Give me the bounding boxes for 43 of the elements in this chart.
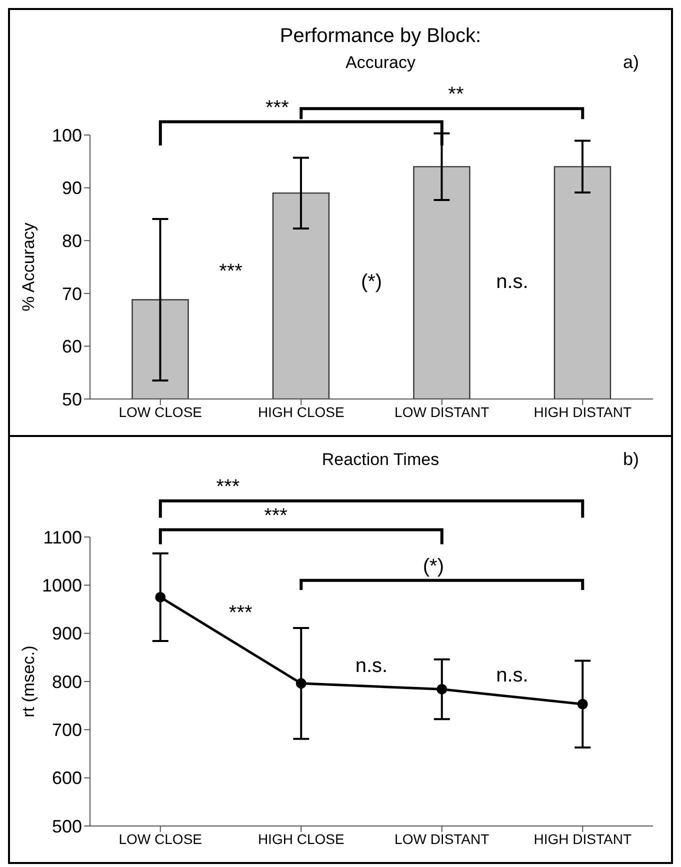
- annotation: n.s.: [496, 664, 528, 686]
- annotation: n.s.: [496, 271, 528, 294]
- text: ***: [264, 504, 288, 527]
- point: [577, 698, 588, 710]
- text: b): [622, 449, 640, 469]
- x-tick-label: LOW DISTANT: [394, 404, 490, 420]
- y-axis-title: rt (msec.): [19, 646, 38, 718]
- y-tick-label: 900: [52, 624, 82, 644]
- annotation: ***: [219, 260, 243, 283]
- y-tick-label: 600: [52, 768, 82, 788]
- chart-subtitle: Accuracy: [346, 53, 416, 72]
- chart-title: Performance by Block:: [280, 25, 482, 47]
- annotation: (*): [422, 555, 444, 578]
- text: **: [448, 84, 464, 106]
- y-tick-label: 50: [62, 389, 82, 410]
- chart-title: Reaction Times: [322, 450, 440, 469]
- x-tick-label: HIGH DISTANT: [534, 830, 632, 847]
- y-tick-label: 1100: [43, 527, 82, 548]
- text: a): [622, 52, 640, 72]
- y-tick-label: 70: [62, 284, 82, 304]
- y-tick-label: 100: [52, 125, 82, 146]
- annotation: ***: [228, 602, 252, 624]
- y-tick-label: 800: [52, 672, 82, 692]
- y-tick-label: 60: [62, 336, 82, 357]
- x-tick-label: LOW CLOSE: [118, 404, 202, 420]
- x-tick-label: HIGH CLOSE: [258, 830, 344, 847]
- y-tick-label: 700: [52, 720, 82, 740]
- y-tick-label: 80: [62, 230, 82, 251]
- x-tick-label: HIGH DISTANT: [534, 404, 632, 420]
- annotation: n.s.: [355, 654, 388, 677]
- x-tick-label: HIGH CLOSE: [258, 404, 344, 420]
- text: ***: [216, 476, 240, 498]
- x-tick-label: LOW DISTANT: [394, 830, 490, 847]
- point: [436, 684, 448, 694]
- annotation: (*): [360, 271, 382, 294]
- y-tick-label: 90: [62, 178, 82, 198]
- point: [155, 592, 166, 602]
- y-tick-label: 1000: [42, 576, 82, 596]
- x-tick-label: LOW CLOSE: [118, 830, 202, 847]
- text: ***: [266, 96, 290, 119]
- y-tick-label: 500: [52, 816, 82, 836]
- y-axis-title: % Accuracy: [19, 222, 38, 312]
- point: [296, 678, 306, 689]
